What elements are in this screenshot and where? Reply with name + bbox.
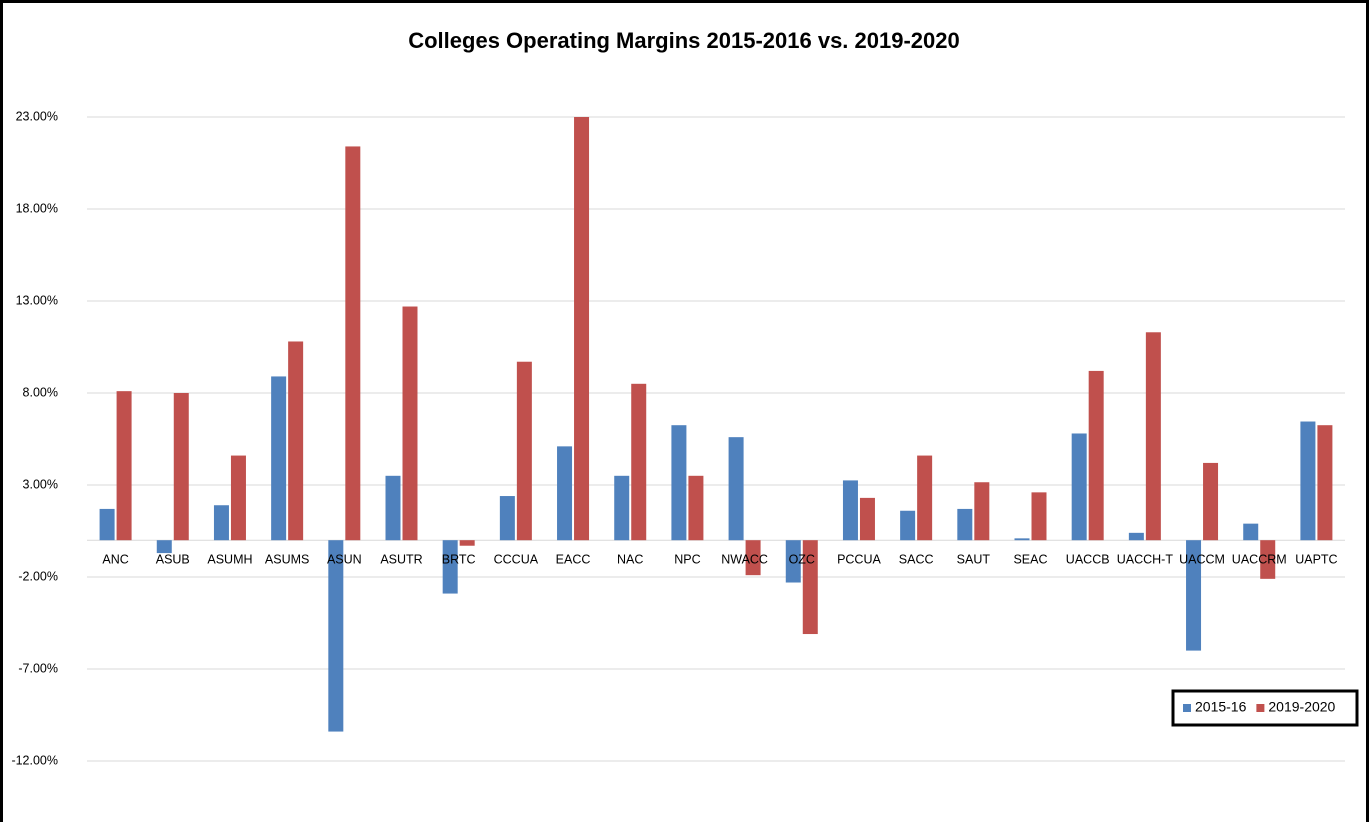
x-tick-label: ANC [102, 552, 128, 566]
bar [842, 480, 858, 541]
x-tick-label: UACCRM [1232, 552, 1287, 566]
bar [802, 540, 818, 635]
bar [671, 425, 687, 541]
bar [688, 475, 704, 541]
y-tick-label: 3.00% [23, 477, 58, 491]
bar [1014, 538, 1030, 541]
x-tick-label: ASUMS [265, 552, 309, 566]
bar [1031, 492, 1047, 541]
bar [974, 482, 990, 541]
x-tick-label: ASUN [327, 552, 362, 566]
bar [1186, 540, 1202, 651]
bar [1243, 523, 1259, 541]
bar [442, 540, 458, 594]
bar [957, 508, 973, 541]
bar [328, 540, 344, 732]
bar [230, 455, 246, 541]
y-tick-label: 18.00% [16, 201, 58, 215]
x-tick-label: UACCM [1179, 552, 1225, 566]
bar [1145, 332, 1161, 541]
bar [917, 455, 933, 541]
bar [557, 446, 573, 541]
y-tick-label: 8.00% [23, 385, 58, 399]
bar [900, 510, 916, 541]
bar [1317, 425, 1333, 541]
y-tick-label: -12.00% [11, 753, 58, 767]
x-tick-label: UACCH-T [1117, 552, 1174, 566]
bar [213, 505, 229, 541]
legend-swatch [1256, 704, 1265, 712]
bar [156, 540, 172, 554]
y-tick-label: 13.00% [16, 293, 58, 307]
y-tick-label: 23.00% [16, 109, 58, 123]
bar [271, 376, 287, 541]
bar [1128, 532, 1144, 541]
legend-box [1171, 689, 1359, 727]
x-tick-label: EACC [556, 552, 591, 566]
bar [1203, 462, 1219, 541]
legend-swatch [1183, 704, 1191, 712]
legend-label: 2015-16 [1195, 699, 1247, 715]
bar [574, 117, 590, 541]
legend-label: 2019-2020 [1268, 699, 1335, 715]
bar [499, 496, 515, 541]
x-tick-label: NPC [674, 552, 700, 566]
x-tick-label: SAUT [957, 552, 991, 566]
bar [99, 508, 115, 541]
bar [116, 391, 132, 541]
bar [785, 540, 801, 583]
bar [385, 475, 401, 541]
y-tick-label: -7.00% [18, 661, 58, 675]
x-tick-label: ASUMH [207, 552, 252, 566]
bar [516, 361, 532, 541]
y-tick-label: -2.00% [18, 569, 58, 583]
bar [1260, 540, 1276, 579]
x-tick-label: CCCUA [494, 552, 539, 566]
bar [631, 383, 647, 541]
x-tick-label: NAC [617, 552, 643, 566]
bar [1300, 421, 1316, 541]
x-tick-label: UAPTC [1295, 552, 1337, 566]
chart-title: Colleges Operating Margins 2015-2016 vs.… [408, 28, 960, 53]
bar [1088, 370, 1104, 541]
bar [745, 540, 761, 576]
x-tick-label: UACCB [1066, 552, 1110, 566]
bar [1071, 433, 1087, 541]
x-tick-label: PCCUA [837, 552, 881, 566]
bar [345, 146, 361, 541]
x-tick-label: ASUB [156, 552, 190, 566]
bar [728, 437, 744, 541]
x-tick-label: SEAC [1013, 552, 1047, 566]
x-tick-label: ASUTR [380, 552, 422, 566]
x-tick-label: BRTC [442, 552, 476, 566]
bar [859, 497, 875, 541]
x-tick-label: NWACC [721, 552, 768, 566]
bar [459, 540, 475, 546]
bar [288, 341, 304, 541]
x-tick-label: SACC [899, 552, 934, 566]
x-tick-label: OZC [789, 552, 815, 566]
bar [402, 306, 418, 541]
bar [173, 393, 189, 541]
bar [614, 475, 630, 541]
